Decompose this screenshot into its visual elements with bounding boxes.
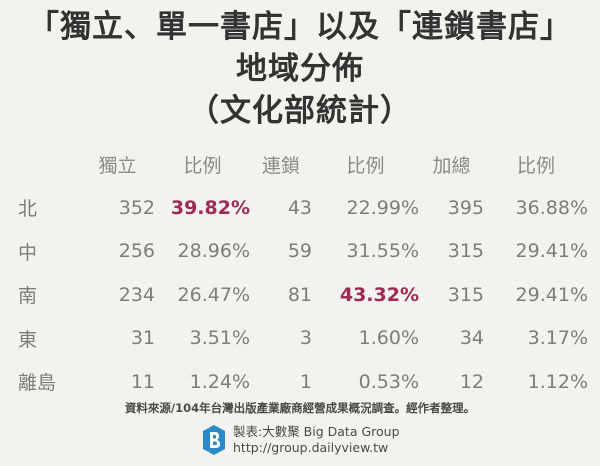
cell-total: 12	[459, 370, 484, 393]
cell-region: 北	[18, 198, 38, 221]
cell-total-pct: 29.41%	[515, 283, 588, 306]
cell-region: 東	[18, 328, 38, 351]
table-row: 北 352 39.82% 43 22.99% 395 36.88%	[18, 186, 588, 230]
header-chain-pct: 比例	[346, 154, 385, 177]
cell-total-pct: 36.88%	[515, 196, 588, 219]
header-total-pct: 比例	[516, 154, 555, 177]
cell-chain: 59	[287, 240, 312, 263]
header-independent: 獨立	[98, 154, 137, 177]
cell-independent: 256	[118, 240, 155, 263]
table-row: 東 31 3.51% 3 1.60% 34 3.17%	[18, 317, 588, 361]
cell-independent-pct: 26.47%	[177, 283, 250, 306]
cell-chain: 43	[287, 196, 312, 219]
cell-independent-pct: 1.24%	[189, 370, 250, 393]
table-row: 南 234 26.47% 81 43.32% 315 29.41%	[18, 273, 588, 317]
cell-region: 中	[18, 241, 38, 264]
cell-chain-pct: 0.53%	[358, 370, 419, 393]
cell-independent: 11	[130, 370, 155, 393]
cell-independent-pct: 28.96%	[177, 240, 250, 263]
header-chain: 連鎖	[261, 154, 300, 177]
cell-independent-pct: 3.51%	[189, 327, 250, 350]
cell-total-pct: 29.41%	[515, 240, 588, 263]
chart-title-line-2: 地域分佈	[236, 51, 364, 87]
cell-chain-pct: 43.32%	[339, 283, 419, 306]
table-row: 中 256 28.96% 59 31.55% 315 29.41%	[18, 230, 588, 274]
table-row: 離島 11 1.24% 1 0.53% 12 1.12%	[18, 360, 588, 404]
cell-total: 315	[447, 240, 484, 263]
header-total: 加總	[432, 154, 471, 177]
source-note: 資料來源/104年台灣出版產業廠商經營成果概況調查。經作者整理。	[124, 401, 476, 415]
cell-chain-pct: 22.99%	[346, 196, 419, 219]
bigdata-group-logo-icon	[203, 425, 225, 455]
table-header-row: 獨立 比例 連鎖 比例 加總 比例	[18, 142, 588, 186]
maker-credit: 製表:大數聚 Big Data Group http://group.daily…	[233, 424, 400, 456]
cell-total-pct: 1.12%	[527, 370, 588, 393]
cell-chain-pct: 31.55%	[346, 240, 419, 263]
cell-total-pct: 3.17%	[527, 327, 588, 350]
cell-region: 南	[18, 285, 38, 308]
cell-independent-pct: 39.82%	[170, 196, 250, 219]
bookstore-region-table: 獨立 比例 連鎖 比例 加總 比例 北 352 39.82% 43 22.99% 395 3…	[18, 142, 588, 404]
cell-chain: 1	[299, 370, 312, 393]
maker-line: 製表:大數聚 Big Data Group	[233, 424, 400, 439]
cell-chain-pct: 1.60%	[358, 327, 419, 350]
chart-title-line-3: （文化部統計）	[188, 93, 412, 129]
header-independent-pct: 比例	[183, 154, 222, 177]
cell-total: 34	[459, 327, 484, 350]
cell-independent: 234	[118, 283, 155, 306]
header-region	[18, 142, 80, 186]
cell-independent: 352	[118, 196, 155, 219]
cell-independent: 31	[130, 327, 155, 350]
cell-chain: 81	[287, 283, 312, 306]
maker-url: http://group.dailyview.tw	[233, 440, 389, 455]
cell-total: 315	[447, 283, 484, 306]
cell-total: 395	[447, 196, 484, 219]
cell-chain: 3	[299, 327, 312, 350]
chart-title-line-1: 「獨立、單一書店」以及「連鎖書店」	[28, 9, 572, 45]
cell-region: 離島	[18, 372, 57, 395]
